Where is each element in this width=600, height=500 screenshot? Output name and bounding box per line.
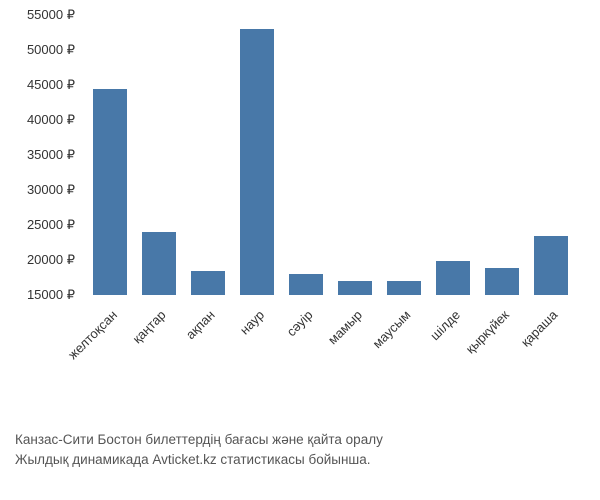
y-tick-label: 15000 ₽: [27, 287, 75, 303]
x-tick-label: желтоқсан: [65, 307, 120, 362]
x-tick-label: қараша: [518, 307, 560, 349]
caption-line-2: Жылдық динамикада Avticket.kz статистика…: [15, 450, 383, 470]
x-tick-label: наур: [236, 307, 266, 337]
caption-line-1: Канзас-Сити Бостон билеттердiң бағасы жә…: [15, 430, 383, 450]
plot-area: [85, 15, 575, 295]
bar: [387, 281, 421, 295]
bar: [338, 281, 372, 295]
bar: [240, 29, 274, 295]
y-tick-label: 20000 ₽: [27, 252, 75, 268]
y-tick-label: 25000 ₽: [27, 217, 75, 233]
x-tick-label: сәуір: [284, 307, 316, 339]
y-axis: 15000 ₽20000 ₽25000 ₽30000 ₽35000 ₽40000…: [15, 15, 80, 295]
y-tick-label: 50000 ₽: [27, 42, 75, 58]
x-tick-label: қаңтар: [130, 307, 169, 346]
y-tick-label: 30000 ₽: [27, 182, 75, 198]
y-tick-label: 40000 ₽: [27, 112, 75, 128]
bar: [534, 236, 568, 296]
x-tick-label: мамыр: [325, 307, 365, 347]
bar: [289, 274, 323, 295]
y-tick-label: 35000 ₽: [27, 147, 75, 163]
x-axis-labels: желтоқсанқаңтарақпаннаурсәуірмамырмаусым…: [85, 300, 575, 400]
bar: [191, 271, 225, 296]
bar: [485, 268, 519, 295]
chart-container: 15000 ₽ 20000 ₽ 25000 ₽ 30000 ₽ 35000 ₽ 40000…: [15, 15, 575, 415]
x-tick-label: ақпан: [183, 307, 218, 342]
bar: [436, 261, 470, 295]
chart-caption: Канзас-Сити Бостон билеттердiң бағасы жә…: [15, 430, 383, 471]
bar: [142, 232, 176, 295]
x-tick-label: қыркүйек: [463, 307, 512, 356]
bar: [93, 89, 127, 296]
x-tick-label: маусым: [370, 307, 414, 351]
y-tick-label: 45000 ₽: [27, 77, 75, 93]
x-tick-label: шілде: [427, 307, 463, 343]
y-tick-label: 55000 ₽: [27, 7, 75, 23]
